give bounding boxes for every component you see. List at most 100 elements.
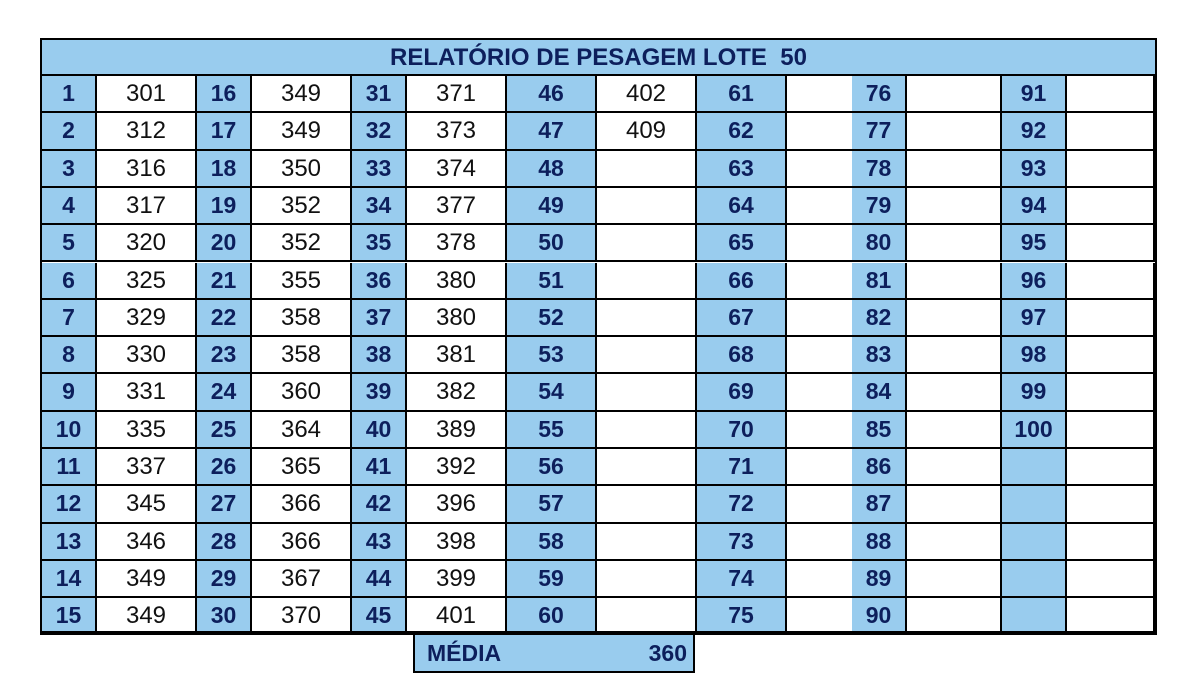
weight-value-cell [1067, 262, 1155, 300]
lot-number-cell: 43 [352, 523, 407, 561]
weight-value-cell [597, 374, 697, 412]
weight-value-cell [907, 337, 1002, 375]
average-value: 360 [648, 640, 687, 666]
lot-number-cell: 45 [352, 598, 407, 633]
lot-number-cell: 94 [1002, 187, 1067, 226]
lot-number-cell: 19 [197, 187, 252, 226]
average-box: MÉDIA 360 [413, 633, 695, 673]
lot-number-cell: 44 [352, 560, 407, 599]
lot-number-cell: 56 [507, 449, 597, 487]
lot-number-cell: 23 [197, 337, 252, 375]
lot-number-cell: 50 [507, 225, 597, 263]
lot-number-cell: 71 [697, 449, 787, 487]
lot-number-cell: 59 [507, 560, 597, 599]
weighing-report-table: RELATÓRIO DE PESAGEM LOTE 50 1 301 2 312 3 31… [40, 38, 1157, 635]
lot-number-cell: 2 [42, 113, 97, 151]
lot-number-cell: 36 [352, 262, 407, 300]
lot-number-cell: 4 [42, 187, 97, 226]
weight-value-cell [597, 449, 697, 487]
weight-value-cell: 364 [252, 411, 352, 449]
lot-number-cell: 37 [352, 299, 407, 338]
lot-number-cell: 95 [1002, 225, 1067, 263]
weight-value-cell [597, 187, 697, 226]
weight-value-cell [1067, 299, 1155, 338]
weight-value-cell [1067, 337, 1155, 375]
weight-value-cell: 377 [407, 187, 507, 226]
lot-number-cell: 51 [507, 262, 597, 300]
weight-value-cell: 381 [407, 337, 507, 375]
lot-number-cell: 68 [697, 337, 787, 375]
lot-number-cell: 60 [507, 598, 597, 633]
lot-number-cell: 47 [507, 113, 597, 151]
lot-number-cell: 52 [507, 299, 597, 338]
weight-value-cell: 380 [407, 299, 507, 338]
lot-number-cell: 16 [197, 76, 252, 114]
lot-number-cell: 46 [507, 76, 597, 114]
weight-value-cell [907, 449, 1002, 487]
lot-number-cell: 34 [352, 187, 407, 226]
weight-value-cell [1067, 449, 1155, 487]
weight-value-cell: 349 [252, 113, 352, 151]
weight-value-cell [907, 299, 1002, 338]
lot-number-cell: 42 [352, 486, 407, 524]
weight-value-cell: 358 [252, 299, 352, 338]
weight-value-cell: 352 [252, 225, 352, 263]
lot-number-cell: 30 [197, 598, 252, 633]
weight-value-cell [907, 486, 1002, 524]
weight-value-cell [597, 523, 697, 561]
weight-value-cell [907, 560, 1002, 599]
weight-value-cell [907, 113, 1002, 151]
lot-number-cell: 13 [42, 523, 97, 561]
lot-number-cell: 10 [42, 411, 97, 449]
lot-number-cell: 87 [852, 486, 907, 524]
lot-number-cell: 55 [507, 411, 597, 449]
lot-number-cell: 14 [42, 560, 97, 599]
lot-number-cell: 76 [852, 76, 907, 114]
lot-number-cell: 96 [1002, 262, 1067, 300]
lot-number-cell: 63 [697, 150, 787, 188]
lot-number-cell: 39 [352, 374, 407, 412]
weight-value-cell [1067, 76, 1155, 114]
weight-value-cell: 301 [97, 76, 197, 114]
lot-number-cell: 24 [197, 374, 252, 412]
lot-number-cell: 9 [42, 374, 97, 412]
weight-value-cell: 352 [252, 187, 352, 226]
lot-number-cell: 6 [42, 262, 97, 300]
lot-number-cell: 98 [1002, 337, 1067, 375]
lot-number-cell: 78 [852, 150, 907, 188]
weight-value-cell: 320 [97, 225, 197, 263]
lot-number-cell: 91 [1002, 76, 1067, 114]
weight-value-cell: 373 [407, 113, 507, 151]
weight-value-cell [597, 299, 697, 338]
weight-value-cell [907, 411, 1002, 449]
lot-number-cell: 41 [352, 449, 407, 487]
weight-value-cell: 365 [252, 449, 352, 487]
lot-number-cell: 66 [697, 262, 787, 300]
lot-number-cell: 90 [852, 598, 907, 633]
weight-value-cell: 382 [407, 374, 507, 412]
weight-value-cell: 349 [97, 560, 197, 599]
weight-value-cell [597, 411, 697, 449]
lot-number-cell: 70 [697, 411, 787, 449]
lot-number-cell: 48 [507, 150, 597, 188]
weight-value-cell: 367 [252, 560, 352, 599]
lot-number-cell: 88 [852, 523, 907, 561]
lot-number-cell: 12 [42, 486, 97, 524]
weight-value-cell [1067, 486, 1155, 524]
lot-number-cell: 32 [352, 113, 407, 151]
lot-number-cell: 40 [352, 411, 407, 449]
weight-value-cell: 345 [97, 486, 197, 524]
lot-number-cell: 77 [852, 113, 907, 151]
lot-number-cell: 18 [197, 150, 252, 188]
weight-value-cell [907, 262, 1002, 300]
weight-value-cell: 401 [407, 598, 507, 633]
weight-value-cell: 374 [407, 150, 507, 188]
lot-number-cell [1002, 486, 1067, 524]
weight-value-cell [907, 598, 1002, 633]
weight-value-cell: 380 [407, 262, 507, 300]
lot-number-cell: 29 [197, 560, 252, 599]
lot-number-cell [1002, 560, 1067, 599]
weight-value-cell: 349 [97, 598, 197, 633]
weight-value-cell: 409 [597, 113, 697, 151]
weight-value-cell [1067, 560, 1155, 599]
